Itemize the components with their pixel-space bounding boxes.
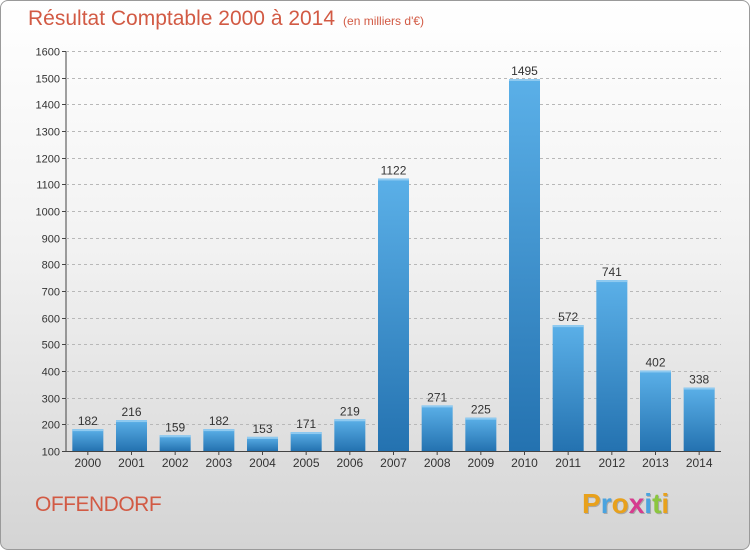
- x-tick-label: 2010: [511, 456, 538, 470]
- bar-2010: [509, 79, 540, 451]
- bar-2012: [596, 280, 628, 451]
- bar-top-highlight: [159, 435, 191, 438]
- y-tick-label: 600: [42, 314, 60, 326]
- x-tick-label: 2004: [249, 456, 276, 470]
- bar-value-label: 225: [471, 403, 491, 417]
- x-tick-label: 2003: [205, 456, 232, 470]
- bar-top-highlight: [465, 417, 497, 420]
- bar-top-highlight: [378, 178, 409, 181]
- bar-top-highlight: [552, 325, 584, 328]
- x-tick-label: 2000: [74, 456, 101, 470]
- y-tick-label: 1500: [36, 74, 60, 86]
- chart-title-block: Résultat Comptable 2000 à 2014 (en millie…: [28, 7, 424, 31]
- bar-value-label: 182: [209, 414, 229, 428]
- bar-2002: [159, 435, 191, 451]
- x-tick-label: 2001: [118, 456, 145, 470]
- x-tick-label: 2008: [424, 456, 451, 470]
- x-tick-label: 2005: [293, 456, 320, 470]
- bar-2008: [421, 405, 453, 451]
- logo-letter: i: [644, 488, 653, 519]
- bar-2000: [72, 429, 104, 451]
- bar-2006: [334, 419, 366, 451]
- x-tick-label: 2012: [598, 456, 625, 470]
- bar-value-label: 741: [602, 265, 622, 279]
- y-tick-label: 1000: [36, 207, 60, 219]
- bar-value-label: 338: [689, 373, 709, 387]
- y-tick-label: 900: [42, 234, 60, 246]
- bar-top-highlight: [72, 429, 104, 432]
- bar-2003: [203, 429, 235, 451]
- bar-value-label: 182: [78, 414, 98, 428]
- bar-2014: [683, 387, 715, 451]
- y-tick-label: 1100: [36, 180, 60, 192]
- y-tick-label: 500: [42, 340, 60, 352]
- bar-value-label: 159: [165, 420, 185, 434]
- logo-letter: i: [661, 488, 670, 519]
- y-tick-label: 1200: [36, 154, 60, 166]
- bar-top-highlight: [290, 432, 322, 435]
- x-tick-label: 2009: [467, 456, 494, 470]
- bar-2005: [290, 432, 322, 451]
- bar-top-highlight: [640, 370, 671, 373]
- commune-name: OFFENDORF: [35, 493, 162, 516]
- x-tick-label: 2013: [642, 456, 669, 470]
- bar-value-label: 572: [558, 310, 578, 324]
- bar-value-label: 216: [121, 405, 141, 419]
- x-tick-label: 2014: [686, 456, 713, 470]
- bar-value-label: 153: [252, 422, 272, 436]
- bar-value-label: 1495: [511, 64, 538, 78]
- y-tick-label: 1400: [36, 100, 60, 112]
- y-tick-label: 1300: [36, 127, 60, 139]
- logo-letter: r: [600, 488, 612, 519]
- bar-top-highlight: [203, 429, 235, 432]
- x-tick-label: 2011: [555, 456, 581, 470]
- logo-letter: x: [628, 488, 645, 519]
- y-tick-label: 1600: [36, 47, 60, 59]
- bar-value-label: 402: [645, 355, 665, 369]
- logo-letter: P: [582, 488, 601, 519]
- x-tick-label: 2007: [380, 456, 407, 470]
- bar-value-label: 171: [296, 417, 316, 431]
- y-tick-label: 400: [42, 367, 60, 379]
- bar-top-highlight: [509, 79, 540, 81]
- bar-value-label: 271: [427, 390, 447, 404]
- bar-2004: [247, 436, 278, 451]
- logo-letter: o: [611, 488, 629, 519]
- y-tick-label: 300: [42, 394, 60, 406]
- chart-title: Résultat Comptable 2000 à 2014: [28, 7, 336, 30]
- y-tick-label: 800: [42, 260, 60, 272]
- bar-2009: [465, 417, 497, 451]
- bar-top-highlight: [247, 436, 278, 439]
- bar-top-highlight: [421, 405, 453, 408]
- bar-2007: [378, 178, 409, 451]
- bar-2013: [640, 370, 671, 451]
- y-tick-label: 200: [42, 420, 60, 432]
- y-tick-label: 700: [42, 287, 60, 299]
- logo-letter: t: [652, 488, 662, 519]
- proxiti-logo: Proxiti: [582, 488, 669, 520]
- bar-value-label: 219: [340, 404, 360, 418]
- bar-top-highlight: [334, 419, 366, 422]
- bar-top-highlight: [596, 280, 628, 283]
- x-tick-label: 2002: [162, 456, 189, 470]
- bar-top-highlight: [683, 387, 715, 390]
- x-tick-label: 2006: [336, 456, 363, 470]
- bar-value-label: 1122: [381, 163, 407, 177]
- bar-2001: [116, 420, 147, 451]
- y-tick-label: 100: [42, 447, 60, 459]
- bar-top-highlight: [116, 420, 147, 423]
- chart-unit: (en milliers d'€): [343, 14, 425, 28]
- bar-2011: [552, 325, 584, 451]
